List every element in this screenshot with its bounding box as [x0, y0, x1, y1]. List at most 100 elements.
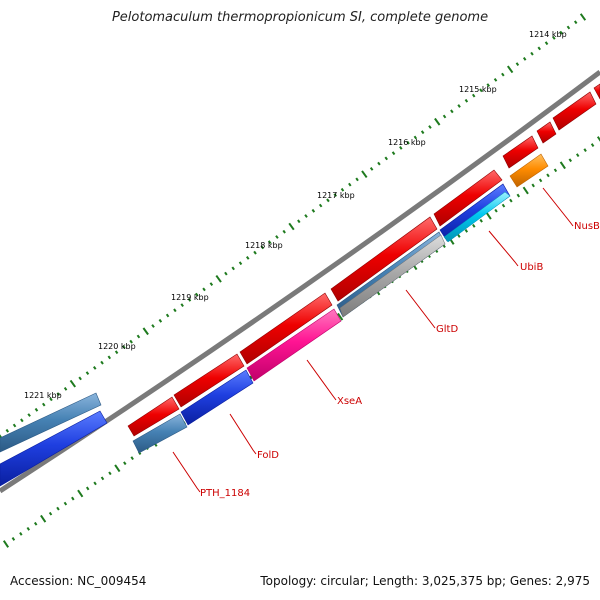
- ruler-tick-75: [544, 41, 549, 46]
- leader-xsea: [306, 359, 337, 401]
- gene-label-gltd: GltD: [436, 324, 458, 335]
- inner-tick-6: [48, 511, 53, 516]
- ruler-tick-42: [304, 214, 308, 218]
- inner-tick-78: [583, 148, 587, 152]
- ruler-tick-63: [457, 104, 461, 108]
- gene-arrow-plus-7[interactable]: [536, 121, 557, 144]
- ruler-tick-10: [69, 379, 77, 388]
- inner-tick-64: [479, 218, 483, 223]
- ruler-tick-65: [471, 93, 476, 98]
- figure-title: Pelotomaculum thermopropionicum SI, comp…: [111, 10, 489, 25]
- inner-tick-77: [575, 153, 580, 158]
- ruler-tick-70: [506, 65, 514, 74]
- kbp-label-1215: 1215 kbp: [459, 85, 497, 94]
- gene-label-fold: FolD: [257, 450, 279, 461]
- minus-strand-track: [0, 153, 549, 487]
- kbp-label-1217: 1217 kbp: [317, 191, 355, 200]
- inner-tick-5: [40, 514, 47, 523]
- ruler-tick-24: [173, 308, 177, 313]
- ruler-tick-72: [522, 57, 527, 61]
- inner-tick-68: [509, 198, 513, 203]
- ruler-tick-17: [122, 345, 126, 349]
- ruler-tick-6: [41, 402, 46, 407]
- inner-tick-2: [19, 532, 23, 536]
- kbp-label-1220: 1220 kbp: [98, 342, 136, 351]
- inner-tick-71: [531, 183, 535, 188]
- ruler-tick-34: [245, 256, 250, 260]
- inner-tick-8: [63, 501, 68, 506]
- ruler-tick-7: [49, 397, 53, 402]
- ruler-tick-21: [151, 324, 155, 328]
- ruler-tick-20: [142, 327, 149, 336]
- gene-arrow-plus-6[interactable]: [502, 135, 539, 169]
- ruler-tick-41: [297, 219, 301, 224]
- inner-tick-63: [472, 223, 476, 228]
- gene-arrow-pth1184[interactable]: [132, 413, 188, 454]
- ruler-tick-58: [420, 130, 425, 135]
- gene-arrow-plus-8[interactable]: [552, 91, 597, 131]
- inner-tick-16: [123, 461, 127, 466]
- inner-tick-80: [596, 136, 600, 142]
- ruler-tick-40: [288, 222, 295, 231]
- ruler-tick-16: [114, 350, 119, 355]
- inner-tick-70: [522, 186, 529, 195]
- ruler-tick-48: [348, 182, 352, 187]
- ruler-tick-50: [361, 170, 368, 178]
- ruler-tick-53: [384, 156, 389, 161]
- gene-arrow-plus-9[interactable]: [593, 83, 600, 100]
- ruler-tick-80: [579, 13, 587, 21]
- ruler-tick-28: [202, 287, 206, 292]
- inner-tick-45: [337, 312, 344, 321]
- ruler-tick-67: [486, 83, 491, 87]
- inner-tick-13: [100, 476, 105, 481]
- accession-text: Accession: NC_009454: [10, 574, 147, 588]
- ruler-tick-22: [158, 318, 163, 323]
- gene-arrow-plus-1[interactable]: [127, 396, 180, 437]
- ruler-tick-45: [326, 198, 330, 203]
- ruler-tick-64: [464, 98, 469, 103]
- ruler-tick-71: [515, 62, 520, 66]
- ruler-tick-14: [100, 360, 104, 365]
- ruler-tick-11: [78, 376, 82, 381]
- gene-arrow-ubib-b[interactable]: [443, 191, 511, 243]
- gene-arrow-nusb[interactable]: [509, 153, 549, 188]
- inner-tick-66: [494, 208, 498, 213]
- gene-arrow-plus-4[interactable]: [330, 216, 438, 302]
- inner-tick-65: [485, 211, 492, 220]
- ruler-tick-61: [442, 114, 447, 119]
- gene-arrow-left-steel[interactable]: [0, 392, 102, 453]
- ruler-tick-4: [27, 413, 31, 417]
- inner-tick-62: [464, 229, 469, 233]
- gene-arrow-plus-2[interactable]: [173, 353, 245, 408]
- ruler-tick-43: [311, 208, 316, 213]
- ruler-tick-56: [406, 140, 410, 145]
- gene-label-xsea: XseA: [337, 396, 362, 407]
- gene-arrow-fold[interactable]: [180, 369, 254, 426]
- ruler-tick-47: [340, 187, 345, 192]
- ruler-tick-36: [260, 245, 265, 250]
- ruler-tick-69: [501, 72, 505, 77]
- ruler-tick-37: [267, 240, 272, 245]
- inner-tick-10: [77, 489, 84, 498]
- ruler-tick-32: [231, 266, 235, 271]
- ruler-tick-76: [552, 36, 556, 40]
- gene-arrow-xsea[interactable]: [246, 308, 342, 382]
- inner-tick-14: [108, 471, 112, 476]
- ruler-tick-79: [573, 20, 578, 25]
- gene-arrow-plus-5[interactable]: [433, 169, 503, 227]
- gene-arrow-left-blue[interactable]: [0, 410, 108, 487]
- ruler-tick-73: [530, 51, 534, 56]
- gene-arrow-plus-3[interactable]: [239, 292, 333, 365]
- ruler-tick-5: [34, 407, 39, 412]
- ruler-tick-25: [180, 303, 184, 307]
- inner-tick-1: [11, 537, 16, 541]
- gene-arrow-gltd-b[interactable]: [339, 234, 446, 318]
- gene-label-ubib: UbiB: [520, 262, 543, 273]
- leader-gltd: [405, 289, 436, 329]
- leader-pth1184: [172, 451, 201, 493]
- ruler-tick-77: [559, 30, 563, 35]
- ruler-tick-29: [209, 282, 214, 286]
- gene-label-pth1184: PTH_1184: [200, 488, 250, 499]
- inner-tick-9: [71, 496, 75, 501]
- inner-tick-75: [559, 161, 566, 170]
